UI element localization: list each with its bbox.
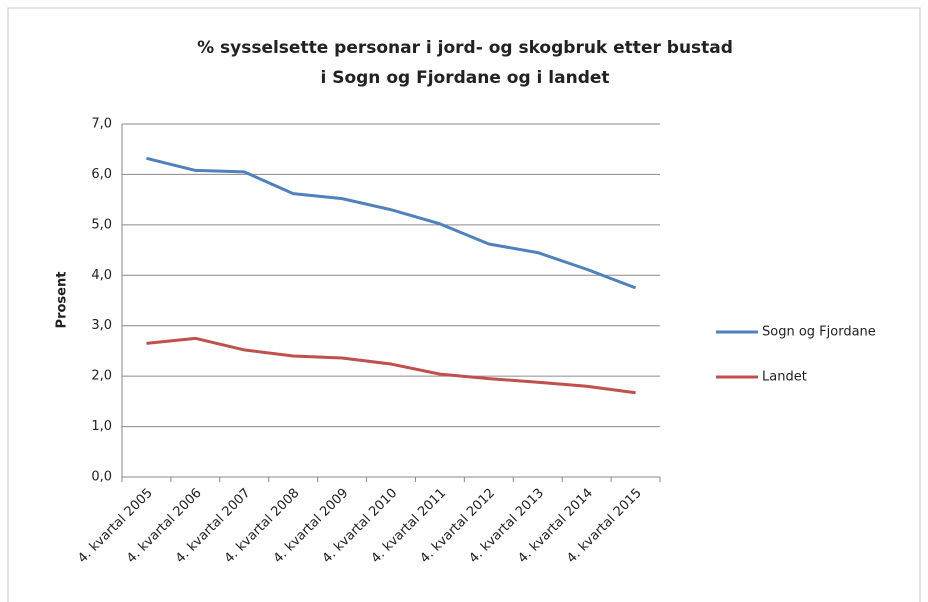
y-tick-label: 4,0 [91,268,112,283]
y-axis-label: Prosent [55,272,70,329]
y-tick-label: 7,0 [91,117,112,132]
y-tick-label: 1,0 [91,419,112,434]
y-tick-label: 0,0 [91,470,112,485]
line-series [146,336,636,395]
line-series [146,156,637,290]
y-tick-label: 6,0 [91,167,112,182]
legend-label: Landet [762,370,807,385]
y-tick-label: 3,0 [91,318,112,333]
chart-frame [7,7,921,602]
chart-title: i Sogn og Fjordane og i landet [320,68,609,88]
chart-title: % sysselsette personar i jord- og skogbr… [197,38,733,58]
y-tick-label: 2,0 [91,369,112,384]
legend-label: Sogn og Fjordane [762,325,876,340]
y-tick-label: 5,0 [91,217,112,232]
